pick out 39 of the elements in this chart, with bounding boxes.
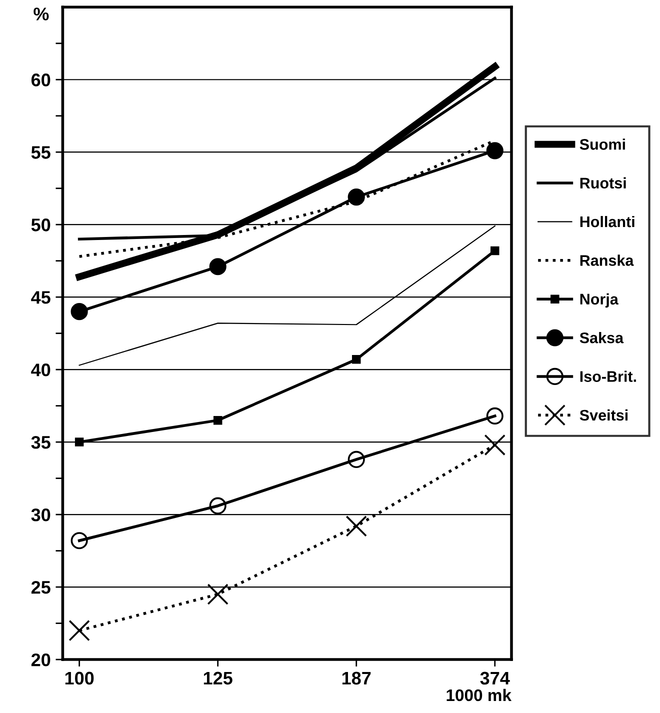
x-tick-label: 100 [65, 672, 94, 685]
y-tick-label: 25 [31, 580, 50, 594]
y-tick-label: 35 [31, 436, 50, 449]
y-tick-label: 30 [31, 508, 50, 522]
x-axis-title: 1000 mk [446, 688, 512, 702]
y-axis-title: % [34, 8, 49, 20]
x-tick-label: 125 [204, 672, 232, 685]
point [74, 438, 84, 446]
point [207, 584, 228, 605]
legend-label: Hollanti [580, 216, 634, 228]
y-tick-label: 45 [31, 291, 50, 304]
y-tick-label: 20 [31, 653, 50, 666]
y-tick-label: 55 [31, 146, 50, 159]
x-tick-label: 374 [480, 672, 510, 685]
point [346, 516, 367, 537]
point [70, 532, 88, 550]
legend-label: Norja [580, 293, 618, 308]
legend-label: Sveitsi [580, 409, 628, 421]
legend-label: Saksa [580, 332, 624, 344]
point [70, 303, 88, 320]
y-tick-label: 40 [31, 364, 50, 376]
point [486, 407, 504, 425]
point [68, 620, 90, 642]
legend-label: Ranska [580, 254, 634, 266]
point [348, 188, 365, 206]
point [486, 142, 504, 160]
y-tick-label: 50 [31, 218, 50, 232]
point [209, 497, 226, 514]
y-tick-label: 60 [31, 74, 50, 86]
point [348, 450, 365, 468]
point [213, 416, 222, 425]
legend-label: Suomi [580, 138, 625, 150]
point [209, 258, 226, 276]
legend-label: Ruotsi [580, 177, 626, 189]
legend-label: Iso-Brit. [580, 370, 636, 382]
x-tick-label: 187 [342, 672, 371, 685]
point [490, 246, 500, 256]
point [352, 355, 361, 364]
point [484, 434, 506, 456]
